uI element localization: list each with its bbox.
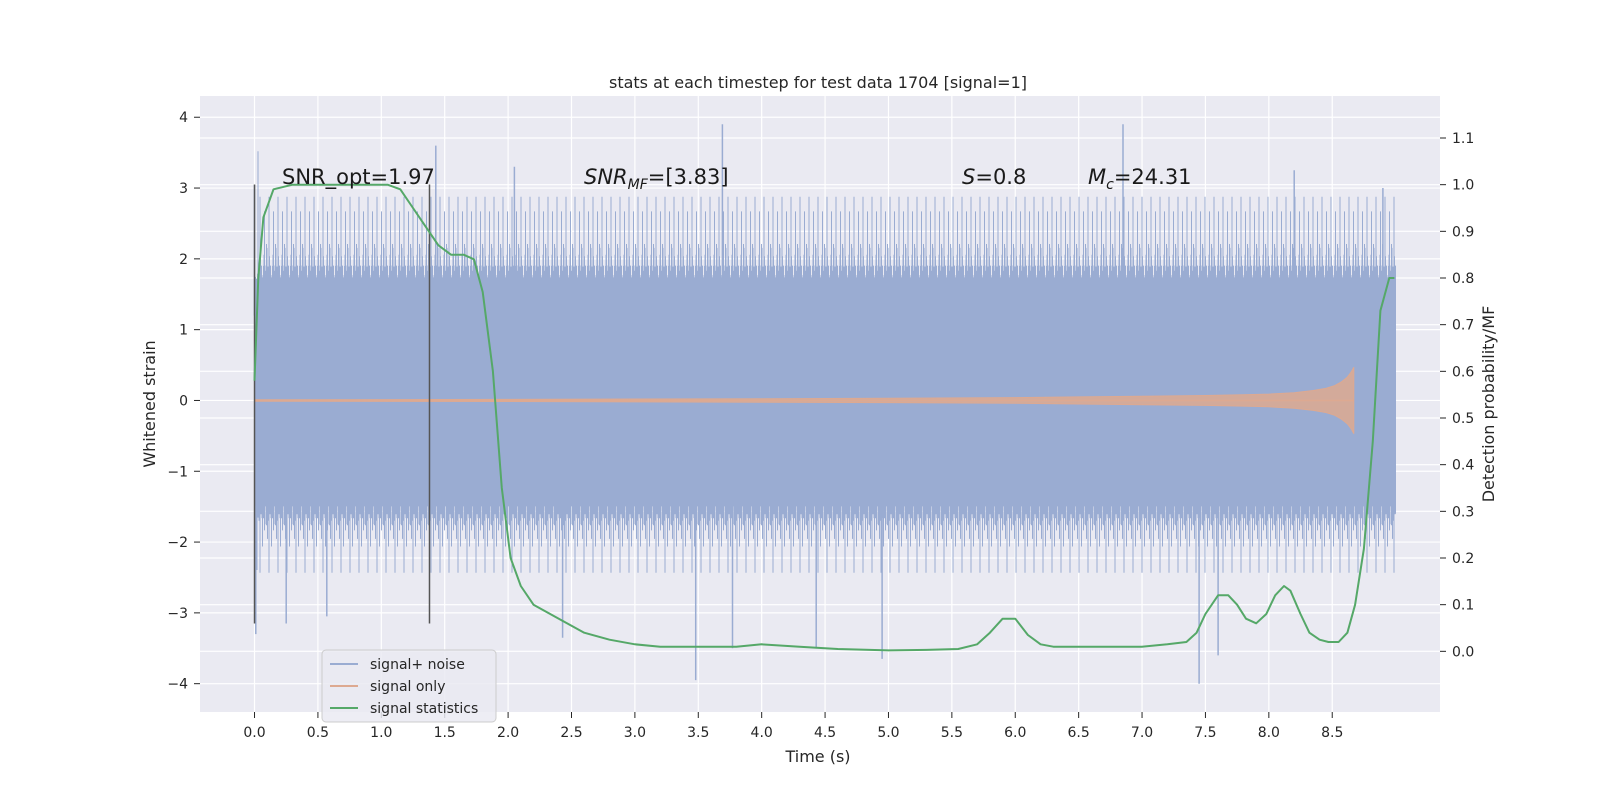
x-tick-label: 8.0 bbox=[1258, 725, 1280, 741]
y-left-axis-label: Whitened strain bbox=[140, 340, 159, 467]
x-tick-label: 5.5 bbox=[941, 725, 963, 741]
annotation-snr-mf-symbol: SNR bbox=[584, 165, 628, 189]
x-tick-label: 3.5 bbox=[687, 725, 709, 741]
annotation-snr-mf-value: =[3.83] bbox=[648, 165, 729, 189]
y-right-tick-label: 0.7 bbox=[1452, 318, 1474, 334]
chart-title: stats at each timestep for test data 170… bbox=[609, 73, 1027, 92]
legend-item-signal-only: signal only bbox=[330, 679, 445, 695]
y-left-tick-label: −1 bbox=[167, 464, 188, 480]
y-right-tick-label: 0.4 bbox=[1452, 458, 1474, 474]
y-left-axis-ticks: 4 3 2 1 0 −1 −2 −3 −4 bbox=[167, 110, 200, 693]
y-right-tick-label: 0.2 bbox=[1452, 551, 1474, 567]
x-tick-label: 7.5 bbox=[1194, 725, 1216, 741]
series-signal-statistics bbox=[253, 183, 1395, 652]
legend-item-signal-statistics: signal statistics bbox=[330, 701, 478, 717]
y-right-tick-label: 0.6 bbox=[1452, 364, 1474, 380]
legend-label-signal-statistics: signal statistics bbox=[370, 701, 478, 717]
signal-statistics-line bbox=[253, 183, 1395, 652]
legend: signal+ noise signal only signal statist… bbox=[321, 649, 497, 723]
y-right-tick-label: 1.0 bbox=[1452, 178, 1474, 194]
x-tick-label: 2.5 bbox=[560, 725, 582, 741]
y-right-axis-label: Detection probability/MF bbox=[1479, 306, 1498, 503]
annotation-s-symbol: S bbox=[962, 165, 975, 189]
vertical-markers bbox=[253, 184, 431, 624]
annotation-s: S=0.8 bbox=[962, 165, 1026, 189]
series-signal-only bbox=[254, 366, 1355, 434]
legend-label-signal-only: signal only bbox=[370, 679, 445, 695]
x-tick-label: 0.5 bbox=[307, 725, 329, 741]
x-axis-label: Time (s) bbox=[784, 747, 850, 766]
y-left-tick-label: 3 bbox=[179, 181, 188, 197]
annotation-snr-mf-subscript: MF bbox=[628, 177, 649, 193]
annotation-snr-mf: SNRMF=[3.83] bbox=[584, 165, 729, 193]
x-tick-label: 4.5 bbox=[814, 725, 836, 741]
y-left-tick-label: 2 bbox=[179, 252, 188, 268]
x-tick-label: 4.0 bbox=[751, 725, 773, 741]
annotation-snr-opt: SNR_opt=1.97 bbox=[282, 165, 435, 190]
legend-label-signal-plus-noise: signal+ noise bbox=[370, 657, 465, 673]
x-tick-label: 5.0 bbox=[877, 725, 899, 741]
x-tick-label: 0.0 bbox=[243, 725, 265, 741]
annotation-s-value: =0.8 bbox=[975, 165, 1026, 189]
x-tick-label: 6.0 bbox=[1004, 725, 1026, 741]
y-left-tick-label: 0 bbox=[179, 393, 188, 409]
y-left-tick-label: 1 bbox=[179, 323, 188, 339]
x-tick-label: 3.0 bbox=[624, 725, 646, 741]
y-right-tick-label: 0.1 bbox=[1452, 598, 1474, 614]
y-right-tick-label: 0.0 bbox=[1452, 644, 1474, 660]
x-tick-label: 1.5 bbox=[434, 725, 456, 741]
y-right-axis-ticks: 1.1 1.0 0.9 0.8 0.7 0.6 0.5 0.4 0.3 0.2 0.1 0.0 bbox=[1440, 131, 1474, 660]
y-left-tick-label: −4 bbox=[167, 677, 188, 693]
y-left-tick-label: −2 bbox=[167, 535, 188, 551]
legend-box bbox=[321, 649, 497, 723]
annotation-mc-symbol: M bbox=[1088, 165, 1106, 189]
x-tick-label: 7.0 bbox=[1131, 725, 1153, 741]
x-tick-label: 8.5 bbox=[1321, 725, 1343, 741]
y-right-tick-label: 0.9 bbox=[1452, 224, 1474, 240]
y-left-tick-label: −3 bbox=[167, 606, 188, 622]
y-right-tick-label: 0.3 bbox=[1452, 504, 1474, 520]
y-right-tick-label: 0.5 bbox=[1452, 411, 1474, 427]
x-axis-ticks: 0.0 0.5 1.0 1.5 2.0 2.5 3.0 3.5 4.0 4.5 5.0 5.5 6.0 6… bbox=[243, 712, 1343, 741]
legend-item-signal-plus-noise: signal+ noise bbox=[330, 657, 465, 673]
y-right-tick-label: 1.1 bbox=[1452, 131, 1474, 147]
annotation-mc-value: =24.31 bbox=[1114, 165, 1192, 189]
x-tick-label: 6.5 bbox=[1068, 725, 1090, 741]
y-right-tick-label: 0.8 bbox=[1452, 271, 1474, 287]
annotation-mc: Mc=24.31 bbox=[1088, 165, 1192, 193]
x-tick-label: 2.0 bbox=[497, 725, 519, 741]
annotation-mc-subscript: c bbox=[1106, 177, 1114, 193]
x-tick-label: 1.0 bbox=[370, 725, 392, 741]
y-left-tick-label: 4 bbox=[179, 110, 188, 126]
